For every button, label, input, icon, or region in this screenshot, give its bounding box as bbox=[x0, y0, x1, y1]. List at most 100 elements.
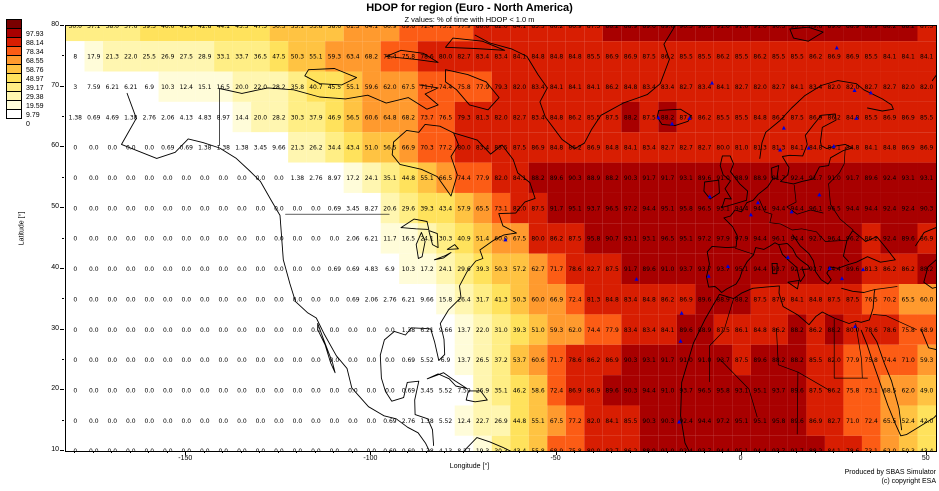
svg-text:21.3: 21.3 bbox=[291, 145, 305, 152]
svg-text:53.1: 53.1 bbox=[291, 26, 305, 30]
svg-text:0.0: 0.0 bbox=[108, 266, 118, 273]
axis-tick bbox=[203, 451, 205, 453]
svg-text:89.6: 89.6 bbox=[828, 26, 842, 30]
axis-tick bbox=[166, 451, 168, 453]
svg-text:0.0: 0.0 bbox=[330, 296, 340, 303]
svg-text:86.9: 86.9 bbox=[846, 54, 860, 61]
svg-text:86.9: 86.9 bbox=[568, 388, 582, 395]
axis-tick bbox=[62, 55, 64, 57]
svg-text:92.4: 92.4 bbox=[791, 266, 805, 273]
svg-text:87.5: 87.5 bbox=[679, 114, 693, 121]
svg-text:0.0: 0.0 bbox=[108, 448, 118, 451]
svg-text:45.5: 45.5 bbox=[328, 84, 342, 91]
svg-text:86.2: 86.2 bbox=[550, 236, 564, 243]
svg-text:0: 0 bbox=[73, 327, 77, 334]
svg-text:0.0: 0.0 bbox=[293, 388, 303, 395]
svg-text:0.0: 0.0 bbox=[200, 357, 210, 364]
svg-text:0.0: 0.0 bbox=[126, 145, 136, 152]
svg-text:2.76: 2.76 bbox=[402, 418, 416, 425]
svg-text:90.3: 90.3 bbox=[661, 418, 675, 425]
svg-text:84.1: 84.1 bbox=[661, 327, 675, 334]
svg-text:84.1: 84.1 bbox=[902, 54, 916, 61]
svg-text:9.66: 9.66 bbox=[439, 327, 453, 334]
svg-text:86.2: 86.2 bbox=[605, 84, 619, 91]
svg-text:20.0: 20.0 bbox=[235, 84, 249, 91]
svg-text:85.5: 85.5 bbox=[587, 54, 601, 61]
svg-text:86.2: 86.2 bbox=[753, 54, 767, 61]
svg-text:0.0: 0.0 bbox=[89, 266, 99, 273]
svg-text:71.0: 71.0 bbox=[846, 418, 860, 425]
svg-text:88.2: 88.2 bbox=[661, 114, 675, 121]
svg-text:86.9: 86.9 bbox=[679, 296, 693, 303]
svg-text:31.7: 31.7 bbox=[476, 296, 490, 303]
svg-text:0.0: 0.0 bbox=[237, 296, 247, 303]
svg-text:82.0: 82.0 bbox=[920, 84, 934, 91]
svg-text:0.0: 0.0 bbox=[237, 236, 247, 243]
svg-text:35.8: 35.8 bbox=[291, 84, 305, 91]
svg-text:84.8: 84.8 bbox=[883, 145, 897, 152]
svg-text:0.0: 0.0 bbox=[274, 236, 284, 243]
axis-tick bbox=[574, 451, 576, 453]
svg-text:27.5: 27.5 bbox=[180, 54, 194, 61]
svg-text:3.45: 3.45 bbox=[420, 388, 434, 395]
svg-text:0.0: 0.0 bbox=[108, 296, 118, 303]
svg-text:85.5: 85.5 bbox=[865, 54, 879, 61]
svg-text:60.6: 60.6 bbox=[365, 114, 379, 121]
svg-text:39.3: 39.3 bbox=[143, 26, 157, 30]
svg-text:0.0: 0.0 bbox=[256, 357, 266, 364]
svg-text:92.4: 92.4 bbox=[883, 236, 897, 243]
svg-text:82.0: 82.0 bbox=[513, 205, 527, 212]
svg-text:1.38: 1.38 bbox=[235, 145, 249, 152]
axis-tick bbox=[740, 451, 742, 455]
svg-text:39.3: 39.3 bbox=[513, 327, 527, 334]
svg-text:95.1: 95.1 bbox=[753, 418, 767, 425]
y-tick-label: 80 bbox=[51, 21, 59, 28]
svg-text:81.3: 81.3 bbox=[865, 266, 879, 273]
legend-value: 88.14 bbox=[26, 40, 44, 47]
svg-text:90.3: 90.3 bbox=[642, 418, 656, 425]
svg-text:0.0: 0.0 bbox=[126, 205, 136, 212]
svg-text:91.7: 91.7 bbox=[550, 205, 564, 212]
svg-text:0.0: 0.0 bbox=[126, 175, 136, 182]
svg-text:96.5: 96.5 bbox=[698, 388, 712, 395]
svg-text:96.2: 96.2 bbox=[846, 236, 860, 243]
svg-text:0.0: 0.0 bbox=[182, 266, 192, 273]
legend-value: 29.38 bbox=[26, 94, 44, 101]
axis-tick bbox=[74, 451, 76, 453]
svg-text:80.0: 80.0 bbox=[439, 54, 453, 61]
svg-text:0.0: 0.0 bbox=[348, 418, 358, 425]
svg-text:89.6: 89.6 bbox=[809, 26, 823, 30]
svg-text:84.1: 84.1 bbox=[550, 84, 564, 91]
svg-text:0.0: 0.0 bbox=[108, 145, 118, 152]
svg-text:0.0: 0.0 bbox=[200, 205, 210, 212]
svg-text:6.9: 6.9 bbox=[441, 357, 451, 364]
svg-text:85.5: 85.5 bbox=[791, 54, 805, 61]
svg-text:15.8: 15.8 bbox=[439, 296, 453, 303]
svg-text:0.0: 0.0 bbox=[145, 145, 155, 152]
svg-text:0.0: 0.0 bbox=[256, 327, 266, 334]
svg-text:0.69: 0.69 bbox=[346, 266, 360, 273]
svg-text:0.0: 0.0 bbox=[89, 145, 99, 152]
svg-text:89.6: 89.6 bbox=[791, 418, 805, 425]
legend-value: 39.17 bbox=[26, 85, 44, 92]
svg-text:94.4: 94.4 bbox=[828, 266, 842, 273]
svg-text:83.4: 83.4 bbox=[661, 84, 675, 91]
svg-text:94.4: 94.4 bbox=[791, 205, 805, 212]
svg-text:95.1: 95.1 bbox=[735, 266, 749, 273]
axis-tick bbox=[592, 451, 594, 453]
svg-text:83.4: 83.4 bbox=[624, 296, 638, 303]
svg-text:88.2: 88.2 bbox=[791, 327, 805, 334]
svg-text:83.4: 83.4 bbox=[698, 84, 712, 91]
svg-text:0.0: 0.0 bbox=[200, 296, 210, 303]
svg-text:42.8: 42.8 bbox=[198, 26, 212, 30]
svg-text:26.4: 26.4 bbox=[457, 296, 471, 303]
svg-text:1.38: 1.38 bbox=[402, 327, 416, 334]
svg-text:97.2: 97.2 bbox=[698, 236, 712, 243]
svg-text:72.4: 72.4 bbox=[550, 388, 564, 395]
svg-text:78.6: 78.6 bbox=[568, 357, 582, 364]
svg-text:4.13: 4.13 bbox=[439, 448, 453, 451]
svg-text:0.69: 0.69 bbox=[346, 296, 360, 303]
svg-text:87.5: 87.5 bbox=[828, 296, 842, 303]
svg-text:88.9: 88.9 bbox=[587, 175, 601, 182]
